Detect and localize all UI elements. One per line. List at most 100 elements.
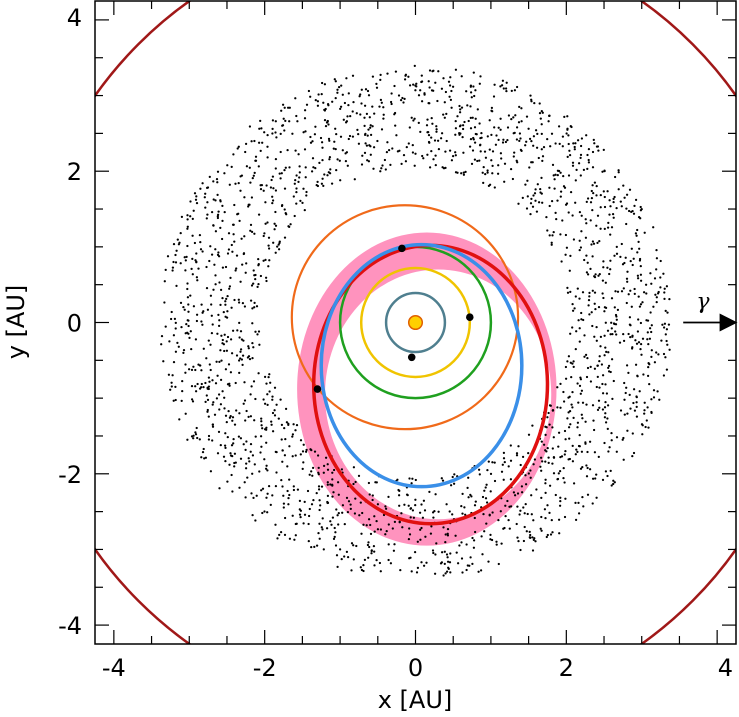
asteroid-point [232, 153, 235, 156]
asteroid-point [593, 181, 597, 184]
asteroid-point [303, 208, 306, 212]
asteroid-point [466, 564, 469, 567]
asteroid-point [601, 392, 605, 395]
asteroid-point [477, 468, 481, 471]
asteroid-point [314, 166, 317, 170]
asteroid-point [192, 434, 195, 437]
asteroid-point [566, 286, 569, 290]
asteroid-point [345, 496, 349, 500]
asteroid-point [392, 549, 396, 552]
asteroid-point [505, 89, 508, 93]
asteroid-point [516, 505, 519, 508]
asteroid-point [532, 463, 535, 466]
asteroid-point [490, 133, 493, 137]
asteroid-point [356, 128, 359, 132]
asteroid-point [511, 177, 515, 181]
asteroid-point [603, 310, 606, 313]
asteroid-point [499, 152, 503, 155]
asteroid-point [311, 474, 314, 477]
asteroid-point [277, 417, 280, 420]
asteroid-point [245, 462, 248, 465]
asteroid-point [591, 166, 595, 169]
asteroid-point [184, 412, 187, 415]
asteroid-point [266, 156, 269, 159]
asteroid-point [557, 125, 561, 128]
asteroid-point [576, 450, 579, 454]
asteroid-point [271, 395, 274, 398]
asteroid-point [547, 461, 550, 465]
asteroid-point [601, 170, 604, 173]
asteroid-point [255, 305, 259, 308]
asteroid-point [515, 452, 519, 455]
asteroid-point [267, 375, 270, 379]
asteroid-point [286, 106, 290, 109]
asteroid-point [280, 204, 284, 208]
asteroid-point [283, 533, 287, 537]
asteroid-point [460, 504, 463, 508]
asteroid-point [507, 518, 510, 522]
asteroid-point [162, 360, 165, 363]
asteroid-point [338, 548, 342, 551]
asteroid-point [282, 117, 285, 120]
asteroid-point [420, 561, 423, 564]
asteroid-point [172, 334, 176, 337]
asteroid-point [291, 433, 295, 436]
asteroid-point [540, 176, 543, 180]
asteroid-point [230, 243, 233, 247]
asteroid-point [487, 460, 490, 463]
asteroid-point [647, 365, 650, 369]
asteroid-point [625, 386, 628, 389]
asteroid-point [430, 89, 434, 92]
asteroid-point [478, 144, 482, 147]
asteroid-point [240, 174, 244, 177]
asteroid-point [488, 148, 491, 151]
asteroid-point [525, 530, 528, 533]
asteroid-point [242, 402, 245, 405]
asteroid-point [617, 169, 620, 172]
asteroid-point [354, 480, 357, 484]
asteroid-point [355, 544, 358, 548]
asteroid-point [237, 359, 241, 362]
asteroid-point [643, 409, 646, 412]
asteroid-point [508, 527, 511, 530]
asteroid-point [226, 435, 229, 439]
asteroid-point [269, 186, 273, 189]
asteroid-point [646, 331, 649, 334]
asteroid-point [609, 333, 612, 336]
asteroid-point [665, 339, 668, 343]
asteroid-point [565, 202, 569, 205]
asteroid-point [218, 360, 221, 364]
x-tick-label: 4 [718, 654, 733, 682]
asteroid-point [609, 469, 612, 473]
asteroid-point [599, 193, 602, 197]
asteroid-point [407, 537, 411, 541]
asteroid-point [434, 163, 437, 167]
asteroid-point [460, 106, 464, 109]
asteroid-point [583, 334, 586, 337]
asteroid-point [208, 175, 211, 179]
asteroid-point [224, 303, 227, 306]
asteroid-point [326, 468, 330, 471]
asteroid-point [496, 172, 500, 175]
asteroid-point [621, 438, 624, 441]
asteroid-point [558, 504, 562, 507]
asteroid-point [622, 332, 625, 336]
asteroid-point [330, 523, 333, 526]
asteroid-point [507, 114, 511, 117]
asteroid-point [550, 243, 553, 246]
asteroid-point [612, 482, 615, 486]
asteroid-point [656, 292, 660, 295]
asteroid-point [517, 445, 520, 448]
asteroid-point [287, 496, 290, 500]
asteroid-point [663, 322, 667, 325]
asteroid-point [277, 248, 281, 251]
asteroid-point [578, 340, 581, 343]
asteroid-point [198, 364, 202, 367]
asteroid-point [426, 118, 429, 121]
asteroid-point [304, 176, 307, 179]
asteroid-point [204, 381, 207, 385]
asteroid-point [241, 354, 245, 357]
asteroid-point [601, 292, 604, 295]
asteroid-point [215, 360, 218, 363]
asteroid-point [413, 164, 416, 167]
